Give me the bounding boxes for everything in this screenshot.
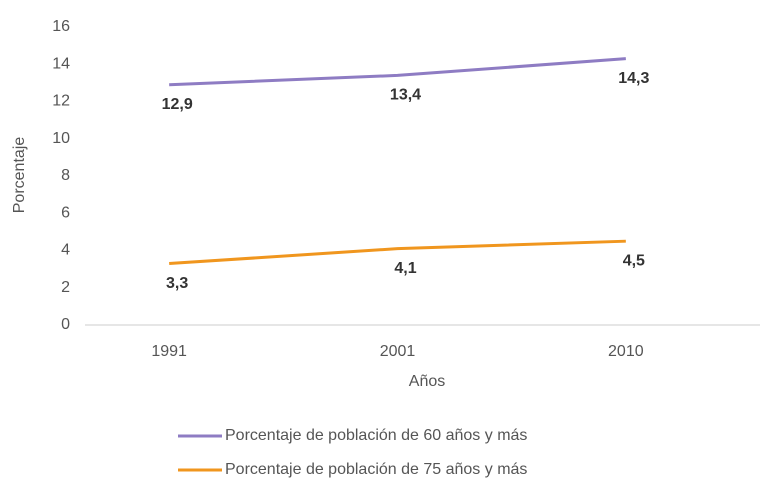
y-tick-label: 6 [61,204,70,221]
y-tick-label: 14 [52,55,70,72]
x-tick-label: 2001 [380,343,416,360]
x-tick-label: 2010 [608,343,644,360]
data-label: 4,5 [623,252,645,269]
y-tick-label: 2 [61,279,70,296]
legend-label: Porcentaje de población de 75 años y más [225,461,527,478]
y-tick-label: 10 [52,130,70,147]
x-axis-label: Años [409,373,445,390]
x-tick-label: 1991 [151,343,187,360]
data-label: 13,4 [390,87,421,104]
line [169,57,626,87]
legend-label: Porcentaje de población de 60 años y más [225,427,527,444]
data-label: 4,1 [394,260,416,277]
data-label: 14,3 [618,70,649,87]
data-label: 3,3 [166,275,188,292]
y-tick-label: 16 [52,18,70,35]
data-label: 12,9 [162,96,193,113]
y-tick-label: 4 [61,242,70,259]
y-tick-label: 8 [61,167,70,184]
y-tick-label: 12 [52,93,70,110]
y-tick-label: 0 [61,316,70,333]
y-axis-label: Porcentaje [11,137,28,214]
line [169,239,626,266]
